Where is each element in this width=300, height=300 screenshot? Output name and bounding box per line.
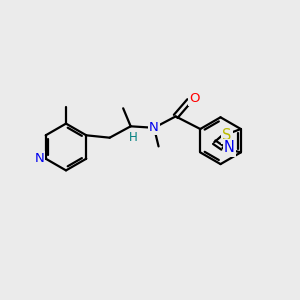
- Text: N: N: [34, 152, 44, 165]
- Text: S: S: [222, 128, 232, 142]
- Text: N: N: [149, 121, 159, 134]
- Text: N: N: [224, 140, 235, 155]
- Text: O: O: [189, 92, 200, 105]
- Text: H: H: [129, 131, 138, 144]
